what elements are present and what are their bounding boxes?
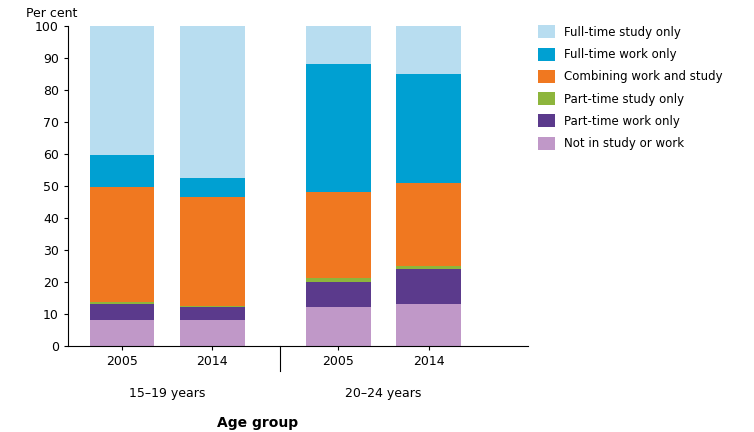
Bar [90,302,155,304]
Text: 15–19 years: 15–19 years [129,387,205,400]
Bar [90,156,155,187]
Bar [396,26,461,74]
Bar [90,187,155,302]
Bar [306,64,371,192]
Bar [179,197,244,306]
Bar [179,26,244,178]
Bar [306,307,371,346]
Bar [306,192,371,279]
Text: Per cent: Per cent [26,6,78,19]
Legend: Full-time study only, Full-time work only, Combining work and study, Part-time s: Full-time study only, Full-time work onl… [538,25,723,150]
Bar [90,304,155,320]
Bar [306,282,371,307]
Bar [179,178,244,197]
Bar [306,279,371,282]
Bar [396,269,461,304]
Bar [179,306,244,307]
Bar [396,183,461,266]
Bar [396,266,461,269]
Bar [90,320,155,346]
Text: 20–24 years: 20–24 years [345,387,421,400]
Bar [396,304,461,346]
Bar [306,26,371,64]
Bar [179,307,244,320]
Bar [396,74,461,183]
Bar [179,320,244,346]
Text: Age group: Age group [216,416,298,430]
Bar [90,26,155,156]
